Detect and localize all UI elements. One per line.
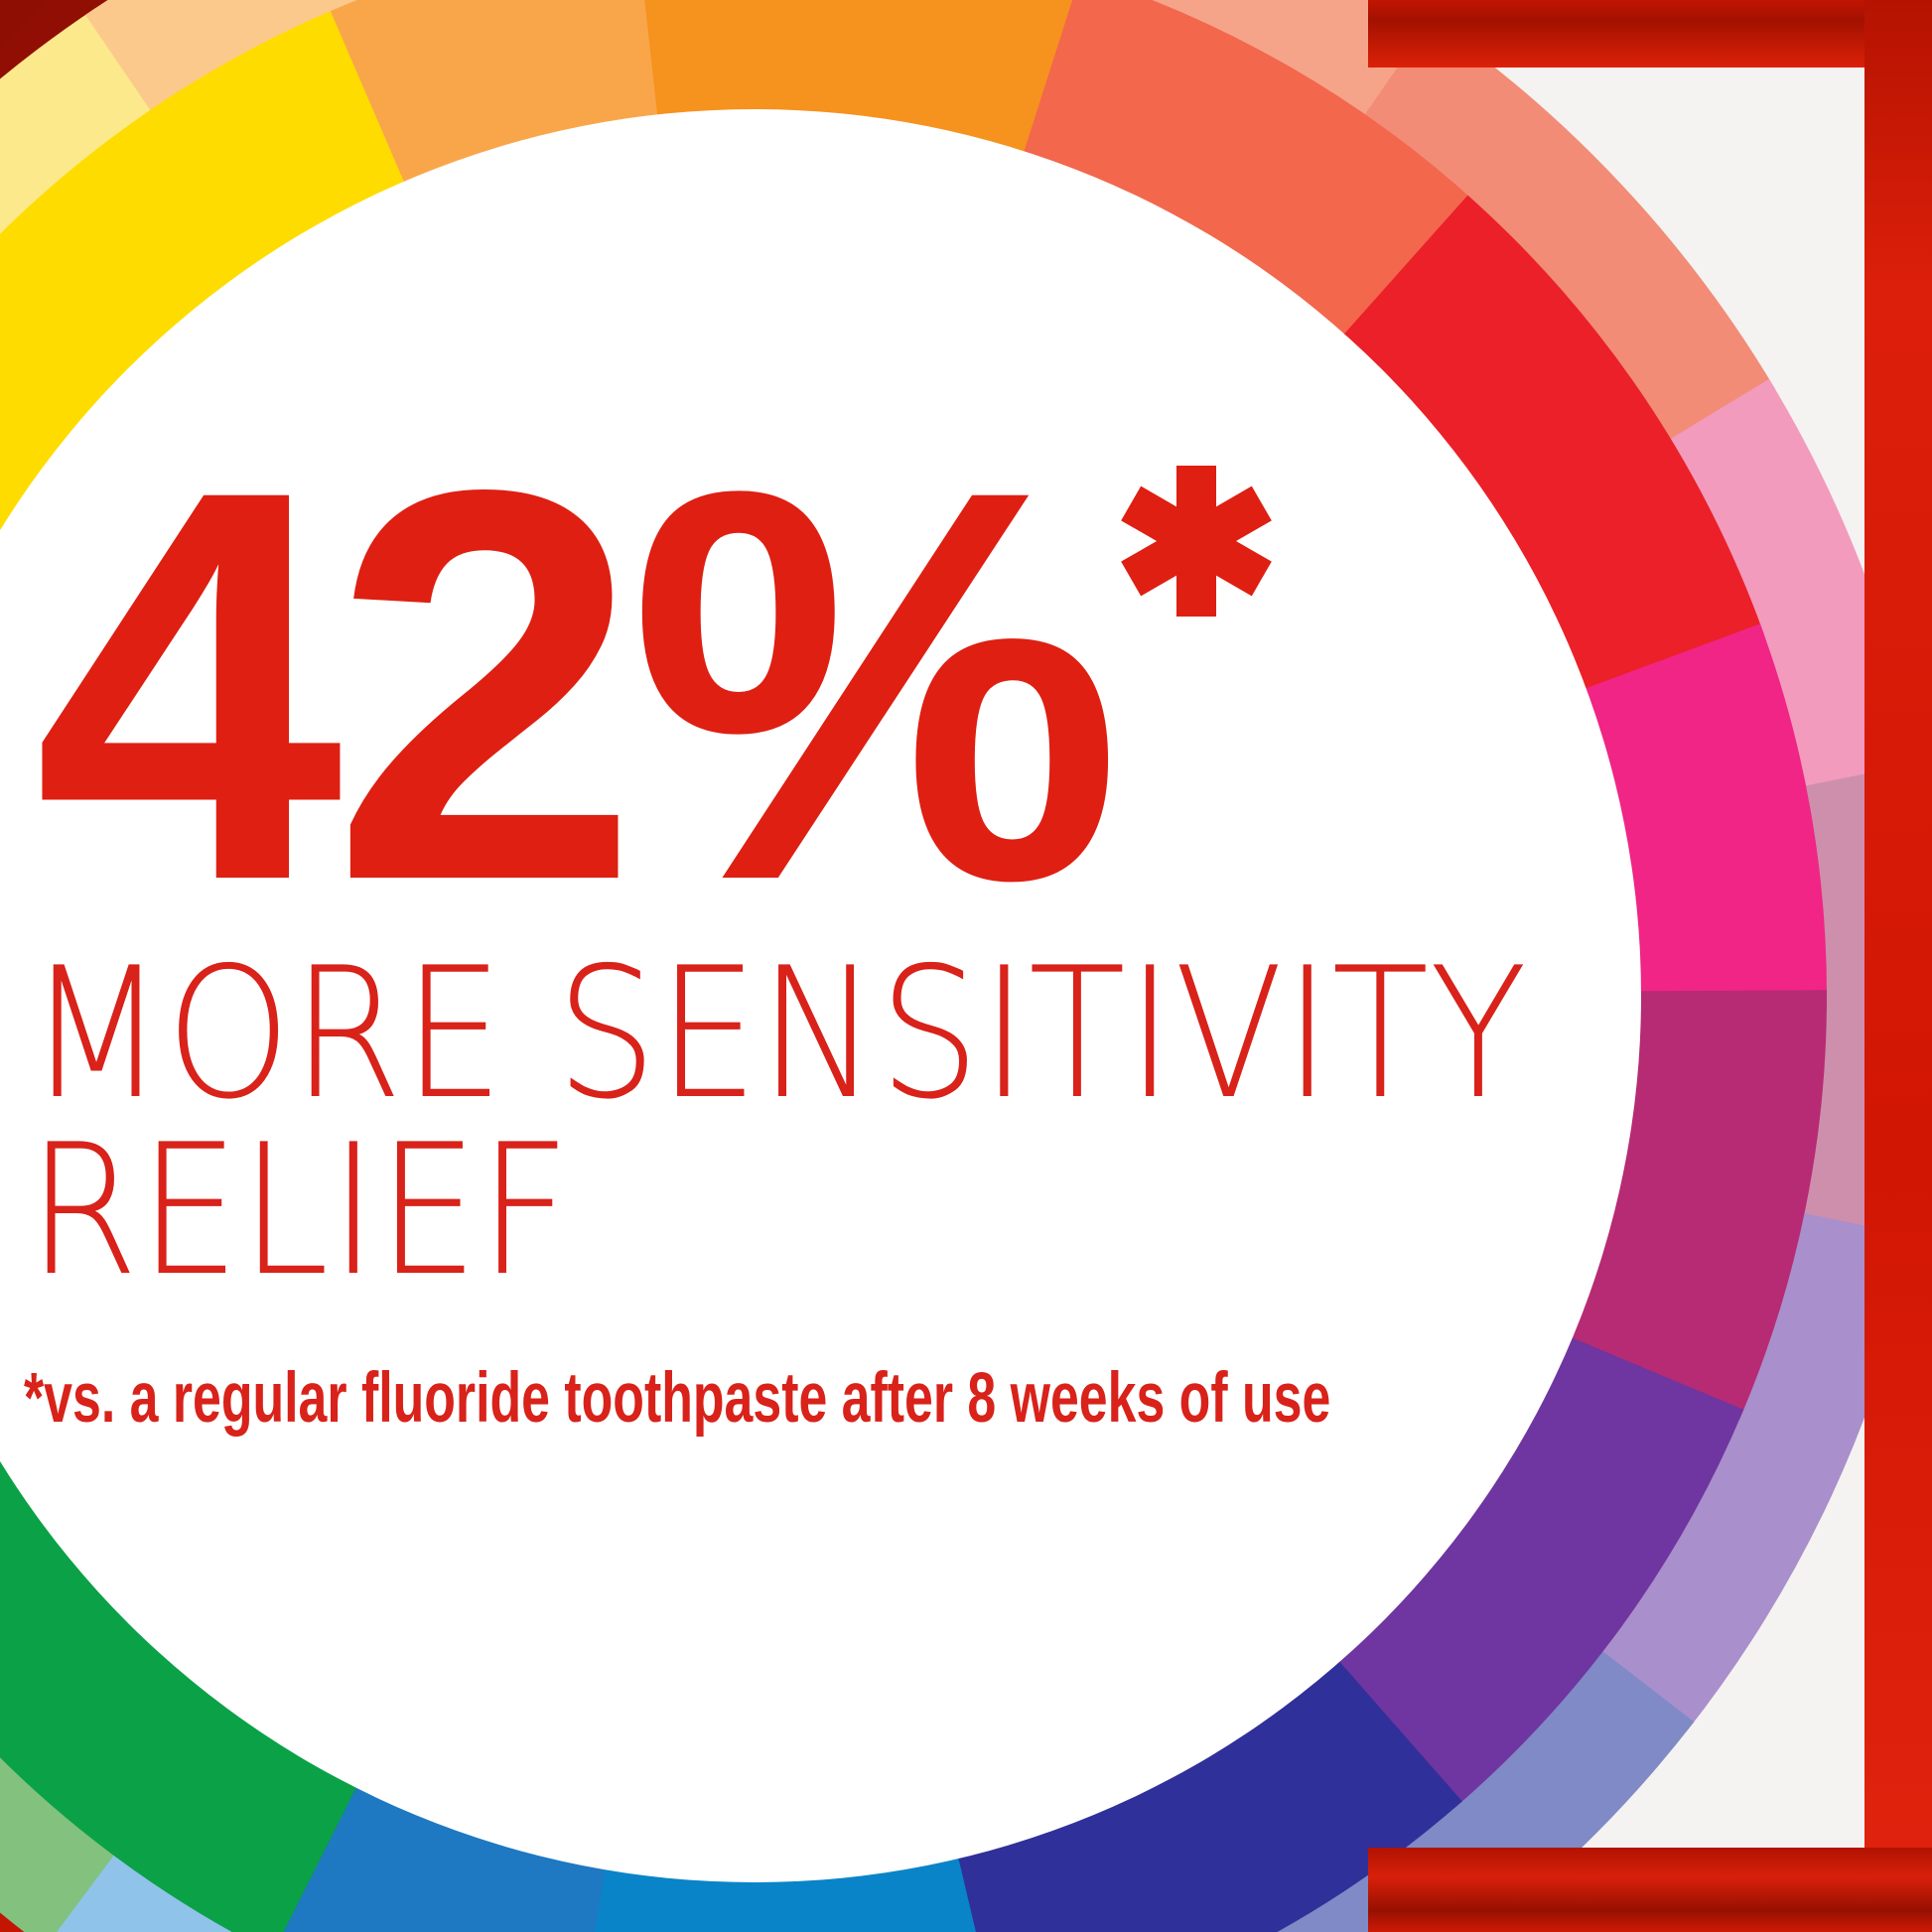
wheel-tint-red-tint: [1363, 19, 1776, 450]
headline-value: 42: [34, 374, 640, 996]
subheadline-line1: MORE SENSITIVITY: [28, 928, 1528, 1139]
wheel-tint-green-tint: [0, 1754, 115, 1932]
wheel-tint-indigo-tint: [1273, 1650, 1695, 1932]
wheel-tint-pink-tint: [1669, 378, 1922, 797]
frame-bottom: [1368, 1848, 1932, 1932]
headline-percentage: 42%: [34, 407, 1123, 963]
footnote-disclaimer: *vs. a regular fluoride toothpaste after…: [24, 1359, 1331, 1438]
frame-top: [1368, 0, 1932, 68]
wheel-tint-purple-tint: [1594, 1212, 1918, 1732]
asterisk-icon: [1121, 466, 1272, 617]
headline-percent-sign: %: [627, 374, 1123, 996]
subheadline-line2: RELIEF: [28, 1105, 572, 1315]
subheadline: MORE SENSITIVITY RELIEF: [28, 928, 1528, 1315]
frame-right: [1864, 0, 1932, 1932]
